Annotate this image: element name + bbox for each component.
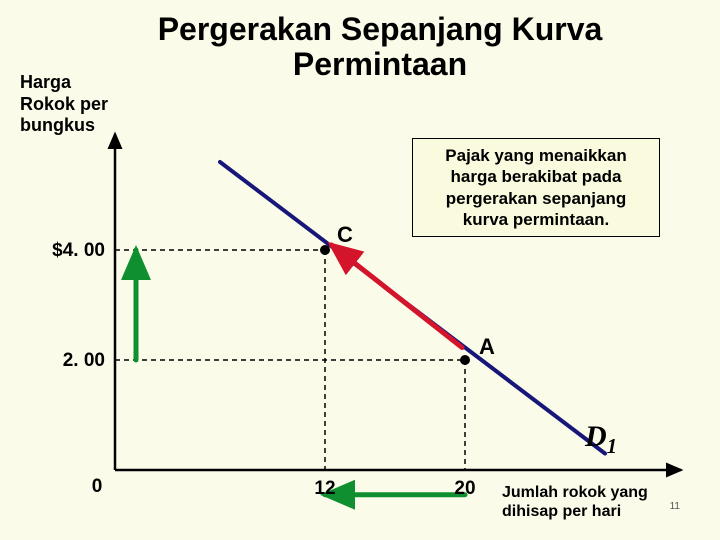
x-axis-label-text: Jumlah rokok yangdihisap per hari (502, 484, 648, 520)
curve-label: D1 (585, 420, 617, 459)
demand-chart: C A $4. 00 2. 00 12 20 0 (0, 0, 720, 540)
y-tick-label: 2. 00 (63, 350, 105, 371)
x-tick-label: 20 (454, 478, 475, 499)
x-tick-label: 12 (314, 478, 335, 499)
origin-label: 0 (92, 476, 103, 497)
y-tick-label: $4. 00 (52, 240, 105, 261)
x-axis-label: Jumlah rokok yangdihisap per hari (502, 483, 648, 521)
point-label-A: A (479, 334, 495, 359)
point-label-C: C (337, 222, 353, 247)
page-number: 11 (670, 501, 680, 512)
curve-label-main: D (585, 420, 607, 453)
page-number-text: 11 (670, 501, 680, 512)
curve-label-sub: 1 (607, 434, 618, 458)
